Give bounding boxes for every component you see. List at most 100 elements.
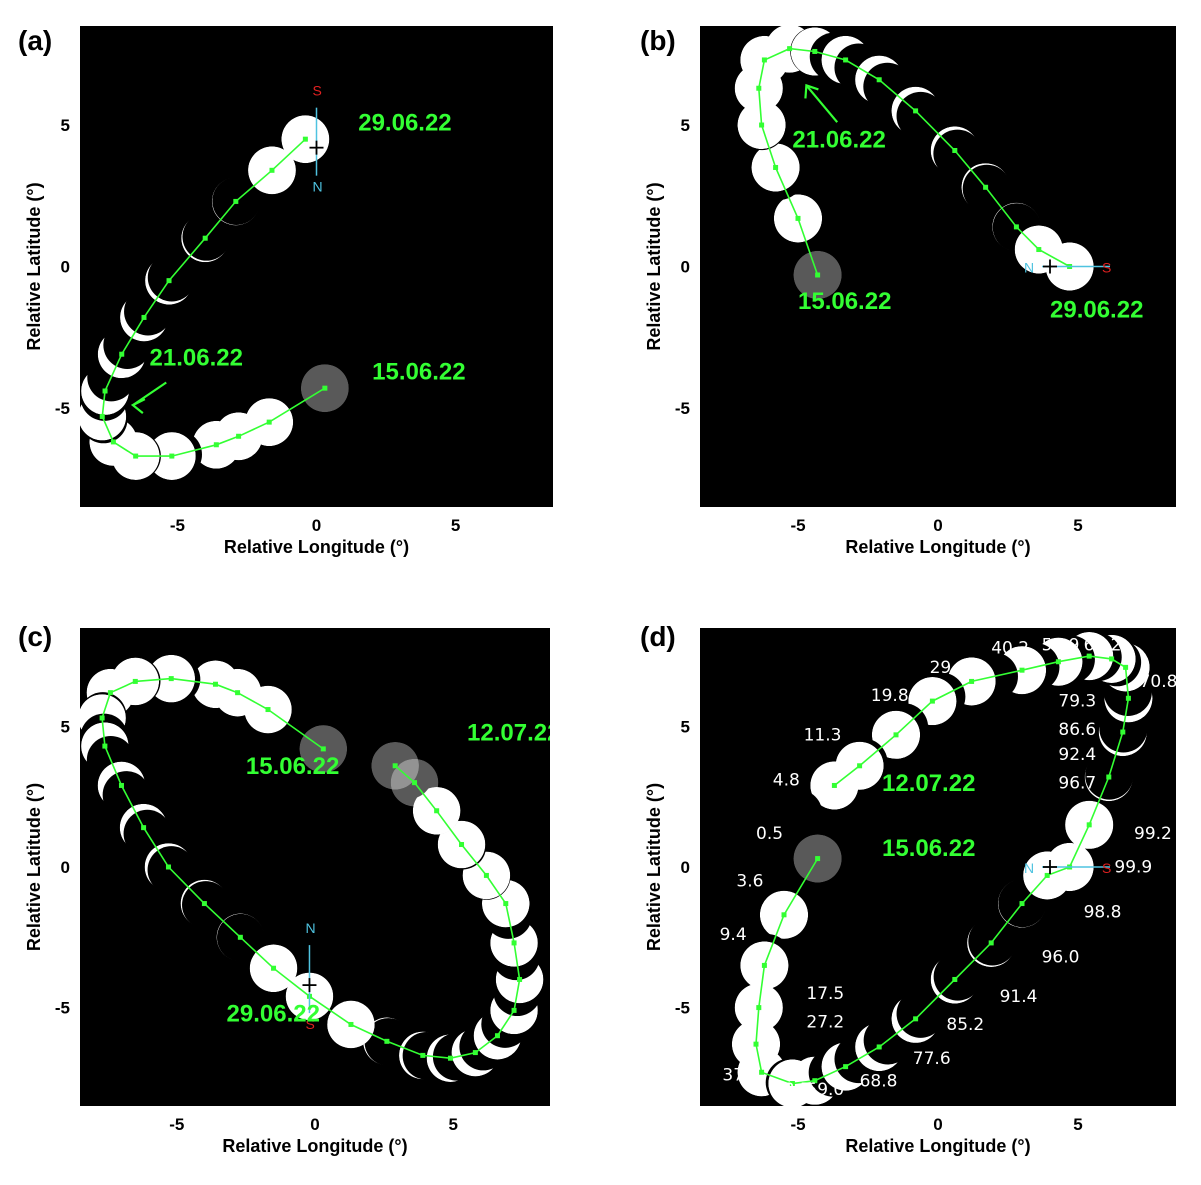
path-point [233, 198, 239, 204]
date-annotation: 29.06.22 [358, 110, 451, 137]
path-point [235, 690, 241, 696]
plot-content: N S 12.07.22 15.06.22 0.5 3.6 9.4 17.5 27.2 37.7 4… [720, 632, 1178, 1106]
date-annotation: 12.07.22 [882, 770, 975, 797]
path-point [517, 976, 523, 982]
ns-label-bottom: N [313, 179, 323, 195]
y-tick-label: 0 [61, 858, 70, 877]
chart-panel-c: (c) N S 15.06.22 12.07.22 29.06.22 -5 0 5 -5 0 5 Rel… [18, 621, 560, 1156]
path-point [857, 763, 863, 769]
path-point [133, 453, 139, 459]
ns-label-left: N [1024, 860, 1034, 876]
date-annotation: 29.06.22 [227, 1001, 320, 1028]
ns-label-right: S [1102, 860, 1111, 876]
y-tick-label: 0 [61, 258, 70, 277]
panel-label: (b) [640, 25, 676, 56]
y-axis-title: Relative Latitude (°) [24, 182, 44, 350]
date-annotation: 29.06.22 [1050, 296, 1143, 323]
path-point [773, 164, 779, 170]
phase-label: 40.2 [991, 638, 1029, 658]
path-point [166, 278, 172, 284]
path-point [1086, 653, 1092, 659]
path-point [420, 1052, 426, 1058]
path-point [236, 433, 242, 439]
path-point [969, 678, 975, 684]
path-point [876, 77, 882, 83]
path-point [483, 872, 489, 878]
phase-label: 96.7 [1058, 773, 1096, 793]
path-point [348, 1021, 354, 1027]
phase-label: 98.8 [1084, 903, 1122, 923]
plot-content: S N 15.06.22 21.06.22 29.06.22 [80, 83, 466, 480]
path-point [759, 122, 765, 128]
x-tick-label: 5 [1073, 1115, 1082, 1134]
x-tick-label: 5 [451, 516, 460, 535]
phase-label: 91.4 [1000, 987, 1038, 1007]
path-point [392, 763, 398, 769]
path-point [812, 48, 818, 54]
y-tick-label: -5 [55, 999, 70, 1018]
ns-label-bottom: S [305, 1016, 314, 1032]
date-arrow-head [804, 83, 819, 99]
y-tick-label: 5 [61, 717, 70, 736]
x-tick-label: 0 [933, 1115, 942, 1134]
panel-label: (a) [18, 25, 52, 56]
path-point [265, 707, 271, 713]
path-point [266, 419, 272, 425]
path-point [781, 912, 787, 918]
path-point [789, 1081, 795, 1087]
path-line [757, 47, 1070, 276]
path-point [1013, 224, 1019, 230]
path-point [213, 442, 219, 448]
path-point [118, 782, 124, 788]
path-point [988, 940, 994, 946]
date-annotation: 15.06.22 [798, 288, 891, 315]
chart-panel-d: (d) N S 12.07.22 15.06.22 0.5 3.6 9.4 17.5 27.2 37… [640, 621, 1178, 1156]
date-annotation: 12.07.22 [467, 719, 560, 746]
path-point [913, 1016, 919, 1022]
path-point [759, 1069, 765, 1075]
phase-label: 11.3 [804, 725, 842, 745]
path-point [412, 780, 418, 786]
path-point [99, 413, 105, 419]
phase-label: 77.6 [913, 1049, 951, 1069]
phase-label: 70.8 [1140, 672, 1178, 692]
y-tick-label: -5 [675, 399, 690, 418]
path-point [913, 108, 919, 114]
path-point [1036, 247, 1042, 253]
phase-label: 96.0 [1042, 948, 1080, 968]
x-tick-label: 0 [933, 516, 942, 535]
path-point [271, 965, 277, 971]
path-point [472, 1050, 478, 1056]
path-point [756, 85, 762, 91]
phase-label: 99.2 [1134, 824, 1172, 844]
phase-label: 85.2 [946, 1015, 984, 1035]
path-line [755, 655, 1130, 1085]
date-annotation: 21.06.22 [150, 345, 243, 372]
x-axis-title: Relative Longitude (°) [845, 537, 1030, 557]
path-point [269, 167, 275, 173]
panel-label: (c) [18, 621, 52, 652]
phase-label: 17.5 [806, 984, 844, 1004]
path-point [1123, 664, 1129, 670]
path-point [102, 743, 108, 749]
phase-label: 3.6 [736, 872, 763, 892]
y-tick-label: 5 [681, 116, 690, 135]
path-point [756, 1005, 762, 1011]
phase-label: 59.0 [806, 1080, 844, 1100]
path-point [119, 351, 125, 357]
date-annotation: 21.06.22 [792, 127, 885, 154]
x-tick-label: -5 [790, 516, 805, 535]
ns-label-top: N [305, 920, 315, 936]
ns-label-left: N [1024, 260, 1034, 276]
path-point [107, 690, 113, 696]
x-tick-label: 0 [312, 516, 321, 535]
path-point [168, 676, 174, 682]
chart-panel-a: (a) S N 15.06.22 21.06.22 29.06.22 -5 0 5 -5 0 5 Rel… [18, 25, 553, 557]
phase-label: 92.4 [1058, 745, 1096, 765]
plot-content: N S 15.06.22 12.07.22 29.06.22 [80, 654, 560, 1082]
phase-label: 0.5 [756, 824, 783, 844]
path-point [322, 385, 328, 391]
path-point [983, 184, 989, 190]
path-point [141, 825, 147, 831]
path-point [952, 147, 958, 153]
